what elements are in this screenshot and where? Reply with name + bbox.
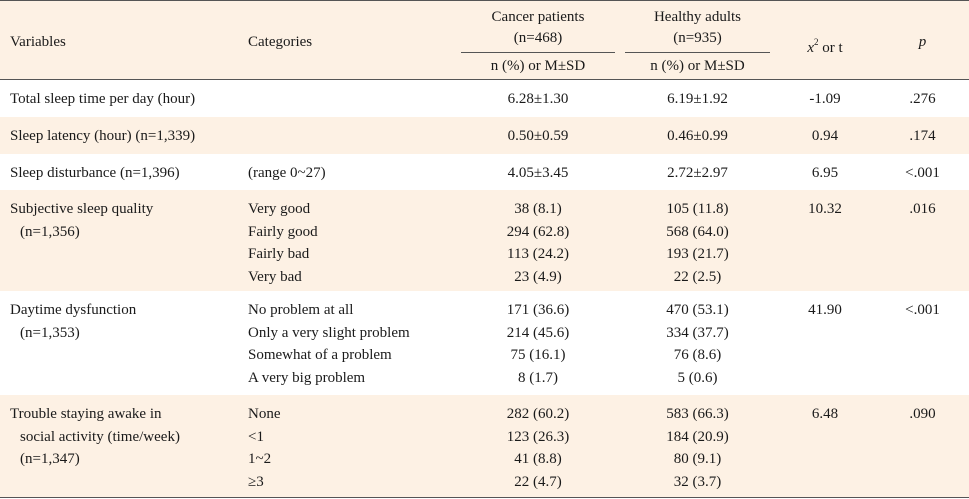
- cell-categories: Very good: [248, 201, 311, 217]
- header-stat: x2 or t: [790, 31, 860, 59]
- cell-stat: 41.90: [808, 302, 842, 318]
- cell-categories: A very big problem: [248, 369, 366, 386]
- cell-stat: 0.94: [811, 128, 839, 144]
- cell-cancer: 123 (26.3): [506, 428, 570, 445]
- cell-stat: 6.95: [811, 165, 839, 181]
- cell-healthy: 334 (37.7): [666, 324, 729, 341]
- table-row: Trouble staying awake in social activity …: [0, 395, 969, 497]
- table-row: Total sleep time per day (hour) 6.28±1.30…: [0, 80, 969, 117]
- cell-p: .090: [909, 406, 936, 422]
- cell-p: <.001: [905, 302, 940, 318]
- header-p: p: [895, 31, 950, 53]
- header-stat-rest: or t: [818, 40, 843, 56]
- cell-categories: (range 0~27): [248, 165, 326, 181]
- cell-p: .174: [909, 128, 936, 144]
- cell-cancer: 214 (45.6): [506, 324, 570, 341]
- cell-variable: (n=1,353): [20, 324, 80, 341]
- header-categories: Categories: [248, 34, 313, 50]
- cell-variable: Daytime dysfunction: [10, 302, 137, 318]
- cell-healthy: 583 (66.3): [666, 406, 729, 422]
- cell-p: .016: [909, 201, 936, 217]
- cell-healthy: 6.19±1.92: [667, 91, 728, 107]
- cell-cancer: 6.28±1.30: [507, 91, 569, 107]
- header-variables: Variables: [10, 34, 66, 50]
- cell-variable: Sleep latency (hour) (n=1,339): [10, 128, 196, 144]
- cell-categories: Fairly bad: [248, 246, 310, 262]
- table-row: Sleep disturbance (n=1,396) (range 0~27) 4…: [0, 154, 969, 190]
- table-header: Variables Categories Cancer patients (n=…: [0, 0, 969, 80]
- cell-cancer: 75 (16.1): [510, 347, 566, 363]
- cell-healthy: 193 (21.7): [666, 246, 729, 262]
- cell-healthy: 32 (3.7): [673, 473, 722, 490]
- header-healthy-title: Healthy adults: [653, 9, 742, 25]
- table-row: Subjective sleep quality (n=1,356) Very go…: [0, 190, 969, 291]
- cell-categories: ≥3: [248, 473, 264, 490]
- cell-healthy: 0.46±0.99: [667, 128, 728, 144]
- cell-categories: Only a very slight problem: [248, 324, 410, 341]
- header-cancer-rule: [461, 52, 615, 53]
- cell-healthy: 5 (0.6): [677, 369, 718, 386]
- cell-cancer: 8 (1.7): [518, 369, 558, 386]
- cell-categories: Somewhat of a problem: [248, 347, 392, 363]
- cell-cancer: 23 (4.9): [514, 268, 562, 285]
- cell-healthy: 184 (20.9): [666, 428, 729, 445]
- cell-categories: <1: [248, 428, 264, 445]
- cell-categories: Very bad: [248, 268, 302, 285]
- cell-cancer: 294 (62.8): [506, 223, 570, 240]
- cell-cancer: 282 (60.2): [506, 406, 570, 422]
- header-healthy-sub: n (%) or M±SD: [650, 58, 745, 74]
- cell-categories: 1~2: [248, 451, 272, 467]
- table-row: Sleep latency (hour) (n=1,339) 0.50±0.59 0…: [0, 117, 969, 154]
- cell-stat: 6.48: [811, 406, 839, 422]
- cell-variable: social activity (time/week): [20, 428, 180, 445]
- header-cancer-title: Cancer patients: [491, 9, 585, 25]
- cell-p: .276: [909, 91, 936, 107]
- header-p-label: p: [918, 34, 927, 50]
- cell-categories: No problem at all: [248, 302, 354, 318]
- cell-categories: Fairly good: [248, 223, 318, 240]
- cell-variable: (n=1,356): [20, 223, 80, 240]
- cell-variable: Total sleep time per day (hour): [10, 91, 196, 107]
- cell-stat: -1.09: [809, 91, 841, 107]
- header-stat-sup: 2: [814, 37, 819, 47]
- cell-variable: (n=1,347): [20, 451, 80, 467]
- table-row: Daytime dysfunction (n=1,353) No problem a…: [0, 291, 969, 395]
- cell-variable: Trouble staying awake in: [10, 406, 162, 422]
- cell-cancer: 4.05±3.45: [507, 165, 569, 181]
- cell-healthy: 470 (53.1): [666, 302, 729, 318]
- header-stat-x: x: [807, 40, 814, 56]
- table-bottom-rule: [0, 497, 969, 498]
- cell-cancer: 171 (36.6): [506, 302, 570, 318]
- cell-variable: Sleep disturbance (n=1,396): [10, 165, 180, 181]
- cell-healthy: 2.72±2.97: [667, 165, 728, 181]
- header-cancer-n: (n=468): [513, 30, 563, 46]
- cell-cancer: 41 (8.8): [514, 451, 562, 467]
- cell-healthy: 22 (2.5): [673, 268, 722, 285]
- cell-healthy: 76 (8.6): [673, 347, 722, 363]
- cell-variable: Subjective sleep quality: [10, 201, 154, 217]
- cell-cancer: 38 (8.1): [514, 201, 562, 217]
- cell-cancer: 113 (24.2): [507, 246, 569, 262]
- header-cancer-sub: n (%) or M±SD: [490, 58, 586, 74]
- header-healthy-rule: [625, 52, 770, 53]
- cell-categories: None: [248, 406, 281, 422]
- cell-cancer: 0.50±0.59: [507, 128, 569, 144]
- cell-healthy: 80 (9.1): [673, 451, 722, 467]
- cell-healthy: 568 (64.0): [666, 223, 729, 240]
- cell-cancer: 22 (4.7): [514, 473, 562, 490]
- header-healthy-n: (n=935): [673, 30, 722, 46]
- cell-p: <.001: [905, 165, 940, 181]
- cell-stat: 10.32: [808, 201, 842, 217]
- cell-healthy: 105 (11.8): [666, 201, 729, 217]
